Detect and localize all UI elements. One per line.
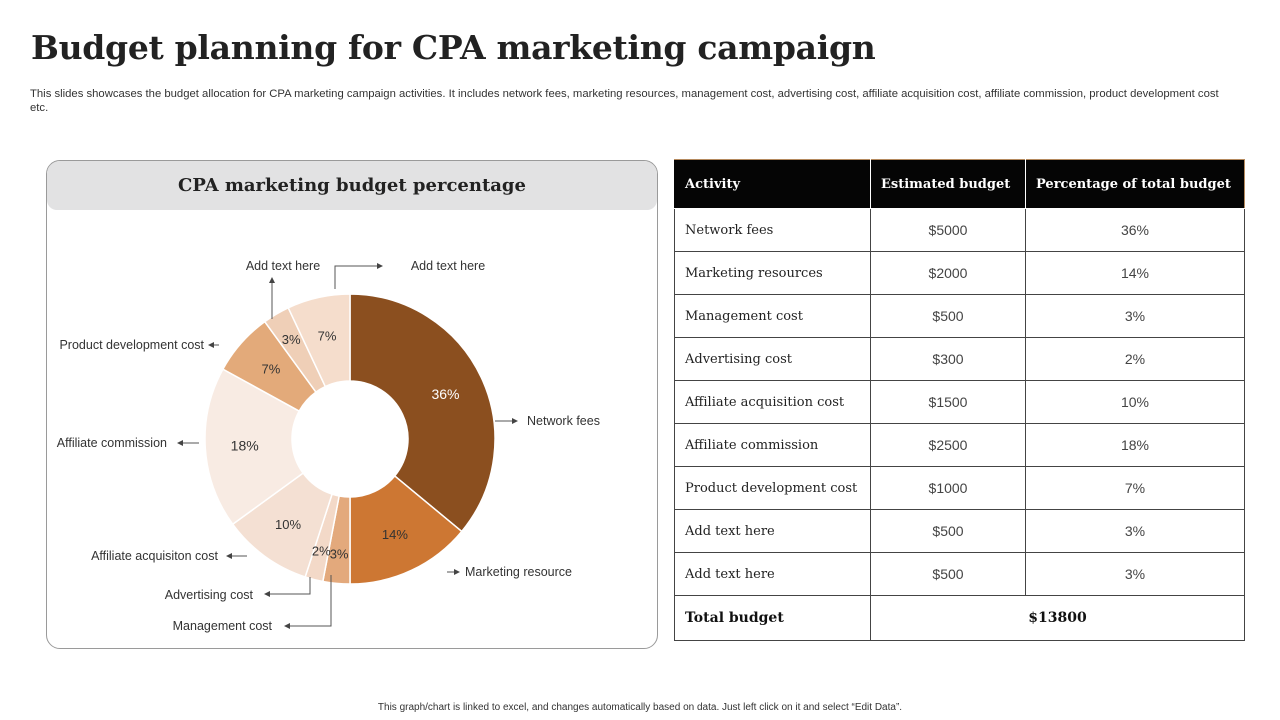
budget-cell: $500 [870, 294, 1026, 338]
budget-cell: $500 [870, 509, 1026, 553]
budget-cell: $2500 [870, 423, 1026, 467]
leader-line-2 [284, 575, 332, 629]
activity-cell: Add text here [674, 509, 871, 553]
budget-cell: $1500 [870, 380, 1026, 424]
percentage-cell: 7% [1025, 466, 1245, 510]
leader-line-3 [264, 577, 311, 597]
category-label-7: Add text here [246, 259, 320, 273]
category-label-4: Affiliate acquisiton cost [91, 549, 218, 563]
pct-label-1: 14% [382, 527, 408, 542]
table-header-row: Activity Estimated budget Percentage of … [674, 159, 1245, 209]
table-row: Network fees $5000 36% [674, 208, 1245, 252]
activity-cell: Product development cost [674, 466, 871, 510]
budget-cell: $5000 [870, 208, 1026, 252]
total-label: Total budget [674, 595, 871, 641]
chart-title: CPA marketing budget percentage [47, 161, 657, 210]
activity-cell: Affiliate commission [674, 423, 871, 467]
budget-table: Activity Estimated budget Percentage of … [674, 159, 1245, 641]
pct-label-0: 36% [431, 386, 459, 402]
budget-cell: $2000 [870, 251, 1026, 295]
activity-cell: Marketing resources [674, 251, 871, 295]
category-label-3: Advertising cost [165, 588, 254, 602]
page-title: Budget planning for CPA marketing campai… [31, 28, 876, 67]
slice-network-fees-0[interactable] [349, 293, 496, 533]
activity-cell: Add text here [674, 552, 871, 596]
table-row: Marketing resources $2000 14% [674, 251, 1245, 295]
table-row: Add text here $500 3% [674, 509, 1245, 553]
activity-cell: Affiliate acquisition cost [674, 380, 871, 424]
budget-cell: $1000 [870, 466, 1026, 510]
slice-add-text-here-8[interactable] [287, 293, 351, 388]
leader-line-8 [334, 263, 383, 289]
page-subtitle: This slides showcases the budget allocat… [30, 88, 1219, 114]
percentage-cell: 14% [1025, 251, 1245, 295]
activity-cell: Advertising cost [674, 337, 871, 381]
percentage-cell: 3% [1025, 509, 1245, 553]
percentage-cell: 3% [1025, 294, 1245, 338]
category-label-0: Network fees [527, 414, 600, 428]
footer-note: This graph/chart is linked to excel, and… [377, 702, 903, 713]
pct-label-6: 7% [262, 362, 281, 377]
header-percentage: Percentage of total budget [1025, 159, 1245, 209]
activity-cell: Network fees [674, 208, 871, 252]
slice-affiliate-commission-5[interactable] [204, 368, 305, 526]
pct-label-3: 2% [312, 543, 331, 558]
pct-label-5: 18% [231, 438, 259, 454]
category-label-8: Add text here [411, 259, 485, 273]
table-row: Affiliate commission $2500 18% [674, 423, 1245, 467]
table-row: Management cost $500 3% [674, 294, 1245, 338]
category-label-2: Management cost [173, 619, 273, 633]
chart-panel: 36% 14% 3% 2% 10% 18% 7% 3% 7% Network fees Marke… [46, 160, 658, 649]
percentage-cell: 10% [1025, 380, 1245, 424]
table-row: Affiliate acquisition cost $1500 10% [674, 380, 1245, 424]
percentage-cell: 18% [1025, 423, 1245, 467]
donut-chart[interactable]: 36%14%3%2%10%18%7%3% 7% Network feesMarke… [47, 161, 658, 649]
total-value: $13800 [870, 595, 1245, 641]
total-row: Total budget $13800 [674, 595, 1245, 641]
budget-cell: $500 [870, 552, 1026, 596]
activity-cell: Management cost [674, 294, 871, 338]
category-label-6: Product development cost [59, 338, 204, 352]
header-estimated-budget: Estimated budget [870, 159, 1026, 209]
table-row: Product development cost $1000 7% [674, 466, 1245, 510]
pct-label-8: 7% [318, 329, 337, 344]
pct-label-2: 3% [330, 547, 349, 562]
pct-label-4: 10% [275, 517, 301, 532]
percentage-cell: 3% [1025, 552, 1245, 596]
header-activity: Activity [674, 159, 871, 209]
category-label-5: Affiliate commission [57, 436, 167, 450]
table-row: Add text here $500 3% [674, 552, 1245, 596]
percentage-cell: 36% [1025, 208, 1245, 252]
category-label-1: Marketing resource [465, 565, 572, 579]
budget-cell: $300 [870, 337, 1026, 381]
table-row: Advertising cost $300 2% [674, 337, 1245, 381]
percentage-cell: 2% [1025, 337, 1245, 381]
pct-label-7: 3% [282, 332, 301, 347]
